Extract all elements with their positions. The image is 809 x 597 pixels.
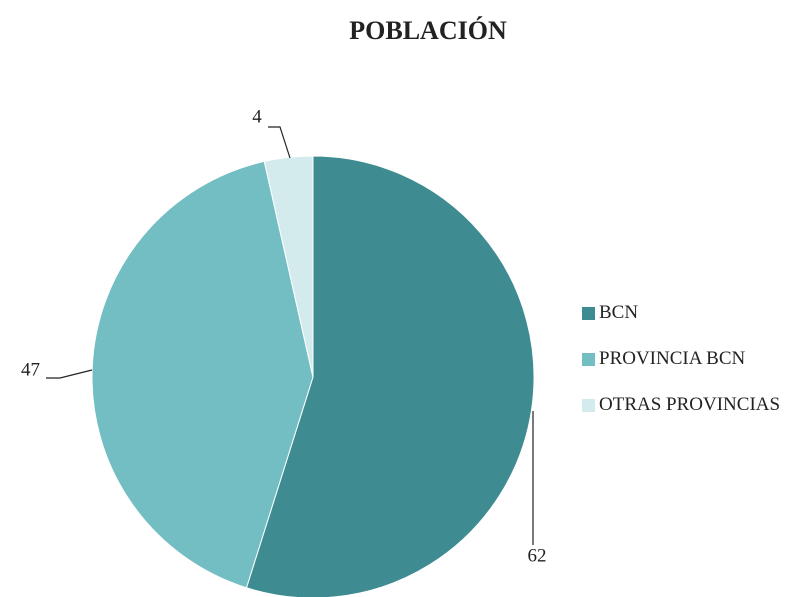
legend-swatch bbox=[582, 307, 595, 320]
legend-swatch bbox=[582, 399, 595, 412]
legend-label: PROVINCIA BCN bbox=[599, 348, 746, 369]
legend-item: BCN bbox=[582, 300, 808, 326]
pie-slice bbox=[91, 160, 314, 589]
data-label: 62 bbox=[528, 545, 547, 566]
data-label: 47 bbox=[21, 359, 40, 380]
legend-item: PROVINCIA BCN bbox=[582, 346, 808, 372]
leader-line bbox=[46, 369, 93, 379]
legend-item: OTRAS PROVINCIAS bbox=[582, 392, 808, 418]
data-label: 4 bbox=[252, 106, 262, 127]
leader-line bbox=[268, 126, 291, 159]
legend-label: OTRAS PROVINCIAS bbox=[599, 394, 781, 415]
legend-swatch bbox=[582, 353, 595, 366]
legend: BCN PROVINCIA BCN OTRAS PROVINCIAS bbox=[582, 300, 808, 438]
pie-slice bbox=[263, 155, 314, 378]
chart-title: POBLACIÓN bbox=[349, 16, 507, 45]
legend-label: BCN bbox=[599, 302, 639, 323]
pie-slice bbox=[245, 155, 535, 597]
